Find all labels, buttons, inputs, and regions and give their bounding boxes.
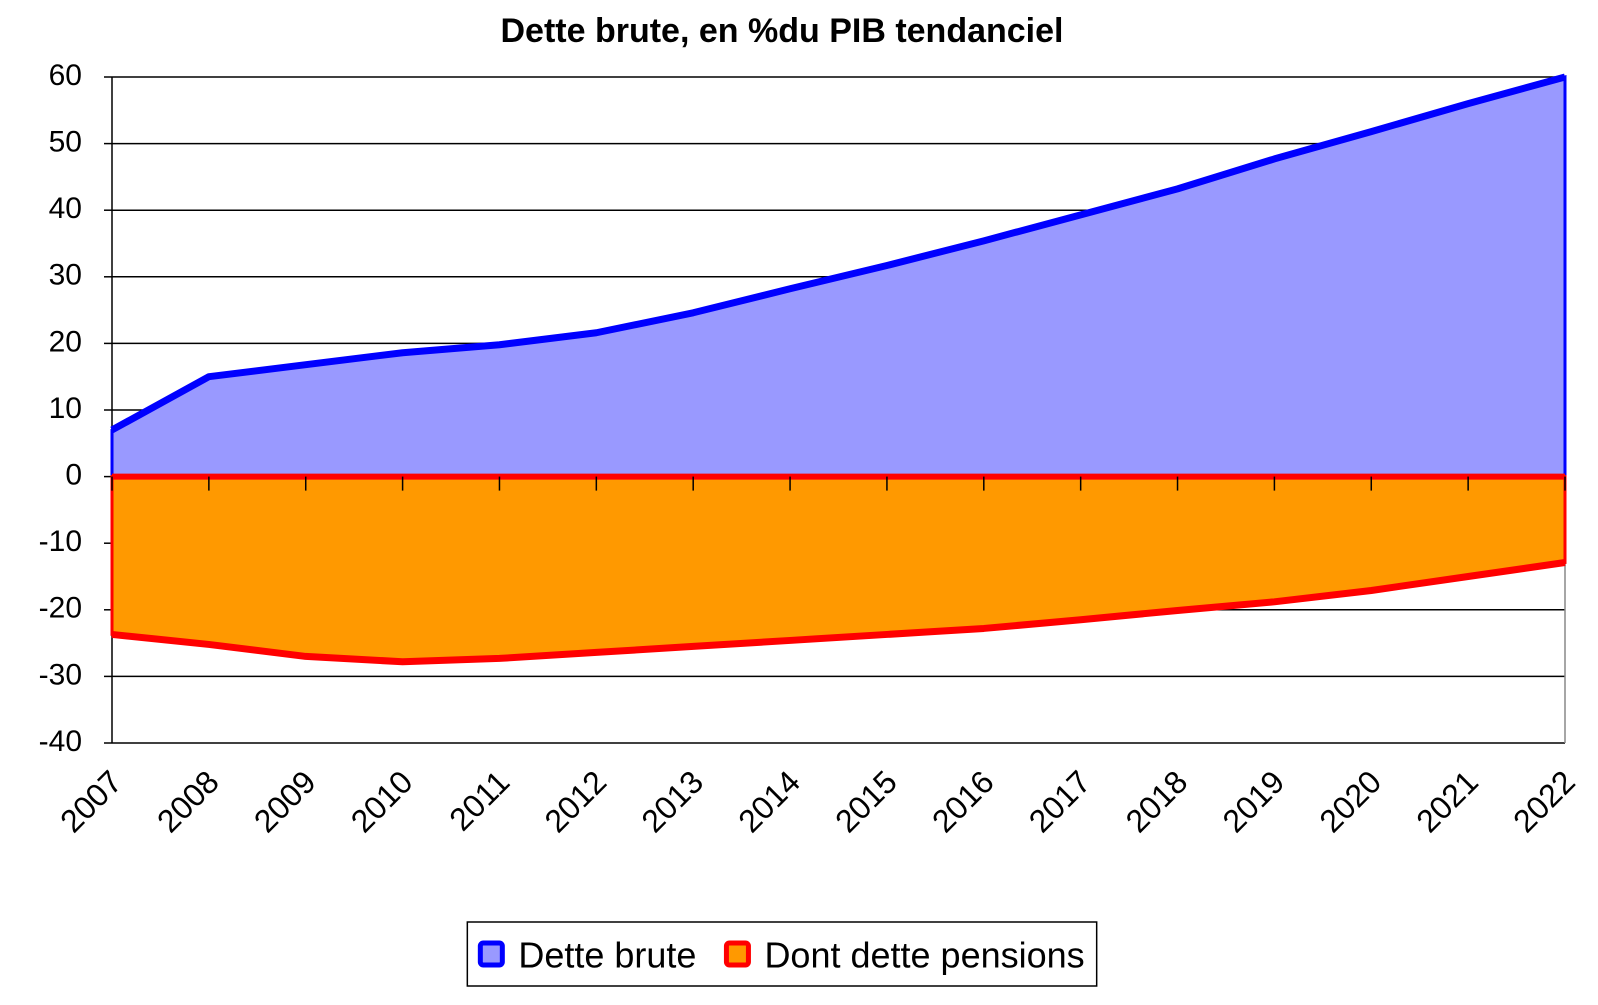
x-tick-label: 2007 [53, 763, 129, 839]
legend: Dette brute Dont dette pensions [466, 921, 1098, 987]
y-tick-label: 0 [65, 459, 82, 492]
y-tick-label: -40 [39, 725, 82, 758]
y-tick-label: 50 [49, 126, 82, 159]
x-tick-label: 2008 [150, 763, 226, 839]
x-tick-label: 2022 [1506, 763, 1582, 839]
x-tick-label: 2021 [1409, 763, 1485, 839]
y-tick-label: 20 [49, 325, 82, 358]
x-tick-label: 2013 [634, 763, 710, 839]
legend-box [466, 921, 1098, 987]
legend-label: Dont dette pensions [764, 935, 1084, 976]
x-tick-label: 2018 [1119, 763, 1195, 839]
x-tick-label: 2016 [925, 763, 1001, 839]
y-tick-label: -20 [39, 592, 82, 625]
y-tick-label: -10 [39, 525, 82, 558]
y-tick-label: -30 [39, 658, 82, 691]
legend-label: Dette brute [518, 935, 696, 976]
area-line [111, 559, 1566, 666]
x-tick-label: 2011 [442, 763, 516, 837]
y-tick-label: 60 [49, 59, 82, 92]
y-tick-label: 30 [49, 259, 82, 292]
x-tick-label: 2020 [1312, 763, 1388, 839]
legend-swatch [723, 940, 751, 968]
x-tick-label: 2012 [537, 763, 613, 839]
x-tick-label: 2017 [1022, 763, 1098, 839]
x-tick-label: 2010 [344, 763, 420, 839]
x-tick-label: 2014 [731, 763, 807, 839]
x-tick-label: 2009 [247, 763, 323, 839]
x-tick-label: 2015 [828, 763, 904, 839]
legend-swatch [477, 940, 505, 968]
y-tick-label: 40 [49, 192, 82, 225]
area-line [110, 73, 1566, 434]
chart-title: Dette brute, en %du PIB tendanciel [501, 12, 1064, 50]
y-tick-label: 10 [49, 392, 82, 425]
x-tick-label: 2019 [1216, 763, 1292, 839]
